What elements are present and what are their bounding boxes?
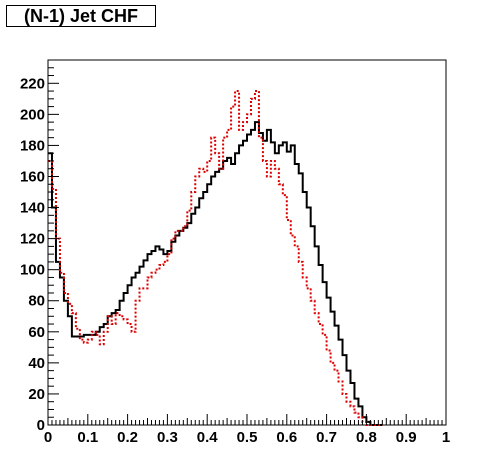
y-tick-label: 180 [20, 137, 45, 154]
y-tick-label: 20 [28, 386, 45, 403]
x-tick-label: 1 [442, 429, 450, 446]
histogram-series-1 [48, 121, 383, 426]
x-tick-label: 0.3 [157, 429, 178, 446]
y-tick-label: 160 [20, 168, 45, 185]
y-tick-label: 0 [37, 417, 45, 434]
y-tick-label: 60 [28, 324, 45, 341]
chart-title: (N-1) Jet CHF [6, 5, 156, 27]
y-tick-label: 200 [20, 106, 45, 123]
x-tick-label: 0.9 [396, 429, 417, 446]
x-tick-label: 0.4 [197, 429, 219, 446]
y-tick-label: 220 [20, 75, 45, 92]
y-tick-label: 80 [28, 293, 45, 310]
histogram-series-2 [48, 90, 383, 426]
x-tick-label: 0.7 [316, 429, 337, 446]
x-tick-label: 0.2 [117, 429, 138, 446]
x-tick-label: 0.1 [77, 429, 98, 446]
y-tick-label: 100 [20, 262, 45, 279]
x-tick-label: 0.5 [237, 429, 258, 446]
ticks: 0 0.1 0.2 0.3 0.4 0.5 0.6 0.7 0.8 0.9 1 0 20 40 60 80 10… [20, 59, 450, 446]
y-tick-label: 120 [20, 231, 45, 248]
series-layer [48, 90, 383, 426]
x-tick-label: 0.8 [356, 429, 377, 446]
x-tick-label: 0 [44, 429, 52, 446]
x-tick-label: 0.6 [276, 429, 297, 446]
y-tick-label: 140 [20, 200, 45, 217]
y-tick-label: 40 [28, 355, 45, 372]
